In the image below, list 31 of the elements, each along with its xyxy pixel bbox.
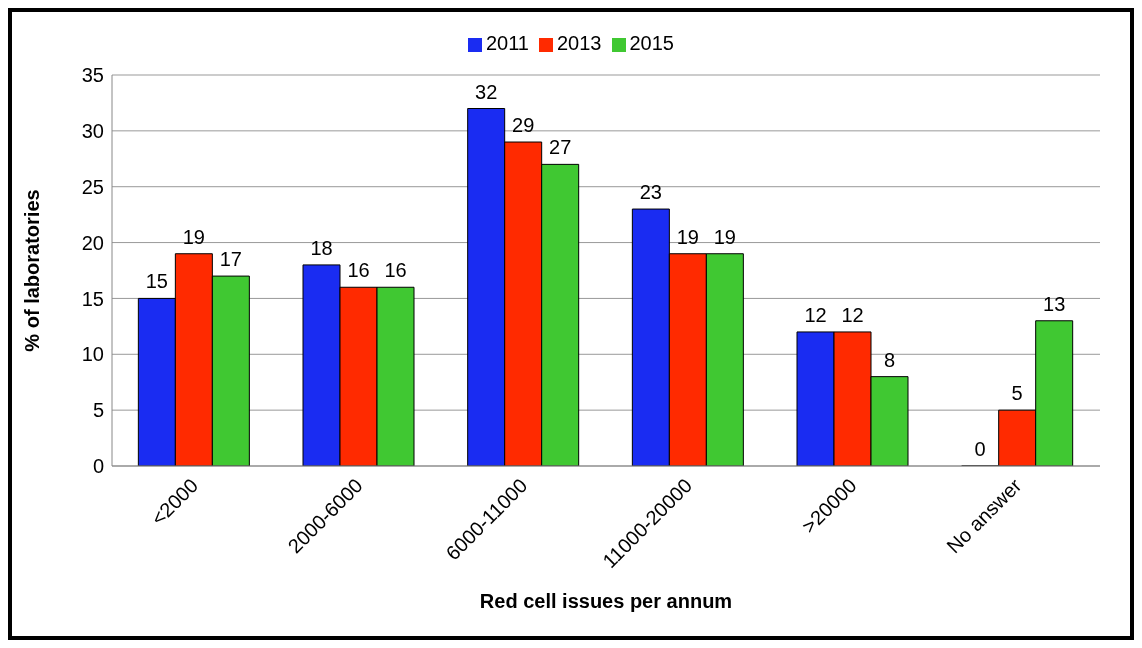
y-tick-label: 30 [81, 119, 104, 142]
legend-label: 2011 [485, 32, 529, 54]
data-label: 29 [512, 114, 535, 137]
data-label: 5 [1011, 382, 1023, 405]
data-label: 12 [804, 303, 827, 326]
data-label: 27 [549, 136, 572, 159]
y-tick-label: 20 [81, 231, 104, 254]
y-axis-title: % of laboratories [21, 189, 44, 352]
data-label: 15 [145, 270, 168, 293]
data-label: 23 [639, 181, 662, 204]
data-label: 16 [384, 259, 407, 282]
data-label: 32 [475, 80, 498, 103]
data-label: 13 [1043, 292, 1066, 315]
data-label: 18 [310, 236, 333, 259]
legend-label: 2013 [557, 32, 602, 54]
y-tick-label: 35 [81, 64, 104, 87]
y-tick-label: 0 [92, 455, 104, 478]
data-label: 12 [841, 303, 864, 326]
data-label: 19 [713, 225, 736, 248]
x-axis-title: Red cell issues per annum [479, 590, 733, 612]
data-label: 19 [182, 225, 205, 248]
y-tick-label: 15 [81, 287, 104, 310]
data-label: 0 [974, 437, 986, 460]
legend-label: 2015 [629, 32, 674, 54]
data-label: 16 [347, 259, 370, 282]
y-tick-label: 5 [92, 399, 104, 422]
y-tick-label: 25 [81, 175, 104, 198]
data-label: 8 [883, 348, 896, 371]
data-label: 19 [676, 225, 699, 248]
data-label: 17 [219, 248, 242, 271]
y-tick-label: 10 [81, 343, 104, 366]
